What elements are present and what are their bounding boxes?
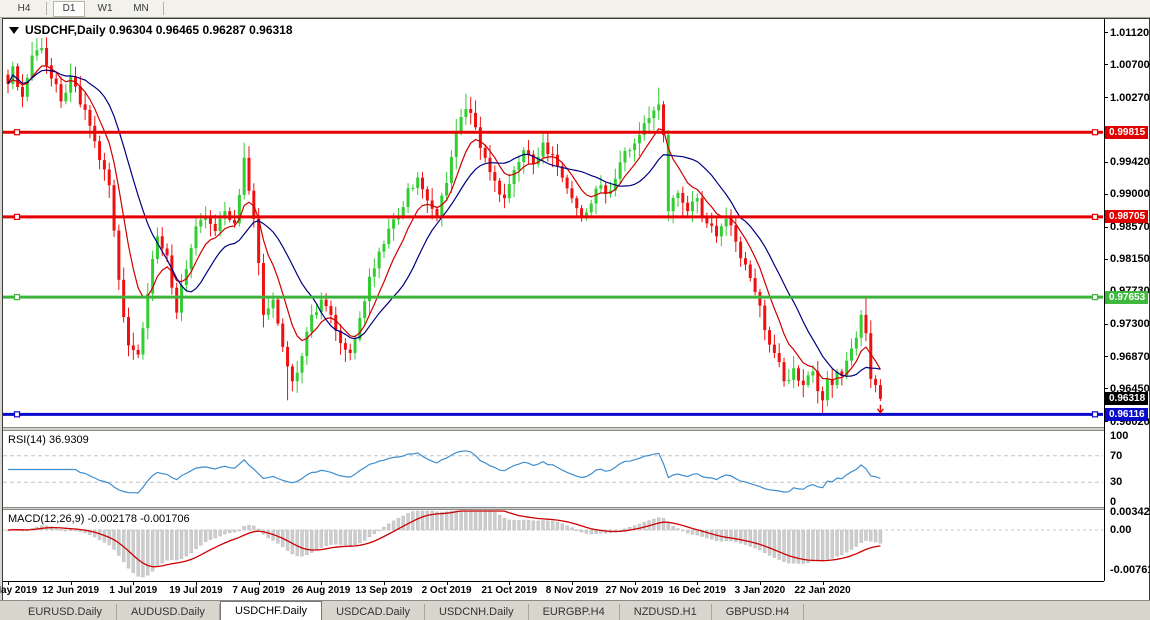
date-axis-label: 3 Jan 2020 (734, 585, 786, 596)
date-axis-label: 16 Dec 2019 (668, 585, 726, 596)
chart-tab-gbpusd-h4[interactable]: GBPUSD.H4 (712, 604, 805, 620)
toolbar-divider (163, 2, 164, 15)
price-badge-0.99815: 0.99815 (1105, 125, 1148, 139)
date-axis-tick (258, 582, 260, 585)
chart-tab-eurgbp-h4[interactable]: EURGBP.H4 (529, 604, 620, 620)
price-axis-tick (1104, 421, 1108, 423)
chart-title: USDCHF,Daily 0.96304 0.96465 0.96287 0.9… (25, 23, 293, 37)
date-axis-label: 1 Jul 2019 (109, 585, 158, 596)
chart-window: USDCHF,Daily 0.96304 0.96465 0.96287 0.9… (0, 18, 1150, 602)
price-axis-label: 0.97300 (1110, 318, 1150, 331)
date-axis-tick (509, 582, 511, 585)
price-pane[interactable] (3, 19, 1103, 427)
price-badge-0.98705: 0.98705 (1105, 210, 1148, 224)
date-axis-label: 12 Jun 2019 (42, 585, 100, 596)
price-axis-label: 0.96450 (1110, 382, 1150, 395)
timeframe-button-d1[interactable]: D1 (53, 0, 85, 17)
price-badge-0.96318: 0.96318 (1105, 392, 1148, 406)
price-axis-tick (1104, 388, 1108, 390)
macd-axis-label: 0.003428 (1110, 505, 1150, 518)
price-axis-label: 0.98570 (1110, 221, 1150, 234)
date-axis-label: 2 Oct 2019 (421, 585, 472, 596)
date-axis-tick (70, 582, 72, 585)
date-axis-label: 8 Nov 2019 (545, 585, 599, 596)
price-axis-tick (1104, 226, 1108, 228)
rsi-axis-label: 30 (1110, 476, 1123, 489)
price-axis[interactable]: 1.01120 1.00700 1.00270 0.99420 0.99000 0.985… (1104, 19, 1150, 581)
timeframe-button-h4[interactable]: H4 (17, 2, 31, 14)
date-axis-tick (822, 582, 824, 585)
timeframe-toolbar: H4 D1 W1 MN (0, 0, 1150, 18)
date-axis[interactable]: 24 May 2019 12 Jun 2019 1 Jul 2019 19 Jul 2… (0, 581, 1104, 601)
rsi-axis-label: 70 (1110, 449, 1123, 462)
price-axis-tick (1104, 32, 1108, 34)
price-badge-0.97653: 0.97653 (1105, 290, 1148, 304)
pane-splitter[interactable] (3, 507, 1149, 510)
chart-tab-nzdusd-h1[interactable]: NZDUSD.H1 (620, 604, 712, 620)
chart-title-row: USDCHF,Daily 0.96304 0.96465 0.96287 0.9… (9, 23, 293, 37)
toolbar-divider (46, 2, 47, 15)
price-axis-label: 1.01120 (1110, 26, 1150, 39)
date-axis-tick (571, 582, 573, 585)
price-axis-tick (1104, 97, 1108, 99)
date-axis-label: 7 Aug 2019 (232, 585, 285, 596)
chart-tab-usdcad-daily[interactable]: USDCAD.Daily (322, 604, 426, 620)
date-axis-label: 19 Jul 2019 (169, 585, 223, 596)
date-axis-tick (446, 582, 448, 585)
date-axis-label: 27 Nov 2019 (605, 585, 664, 596)
chart-symbol-marker-icon (9, 26, 19, 34)
date-axis-tick (133, 582, 135, 585)
macd-pane[interactable]: MACD(12,26,9) -0.002178 -0.001706 (3, 510, 1103, 581)
price-axis-tick (1104, 323, 1108, 325)
date-axis-tick (759, 582, 761, 585)
price-axis-tick (1104, 193, 1108, 195)
chart-tab-eurusd-daily[interactable]: EURUSD.Daily (14, 604, 117, 620)
chart-tab-usdcnh-daily[interactable]: USDCNH.Daily (425, 604, 529, 620)
date-axis-label: 21 Oct 2019 (481, 585, 538, 596)
macd-axis-label: 0.00 (1110, 524, 1132, 536)
price-axis-tick (1104, 64, 1108, 66)
price-axis-label: 1.00270 (1110, 91, 1150, 104)
date-axis-label: 26 Aug 2019 (292, 585, 351, 596)
rsi-axis-label: 100 (1110, 430, 1129, 442)
date-axis-tick (321, 582, 323, 585)
date-axis-tick (195, 582, 197, 585)
symbol-tabstrip: EURUSD.Daily AUDUSD.Daily USDCHF.Daily USDC… (0, 600, 1150, 620)
date-axis-tick (697, 582, 699, 585)
date-axis-label: 22 Jan 2020 (794, 585, 851, 596)
price-axis-label: 0.99420 (1110, 156, 1150, 169)
date-axis-tick (8, 582, 9, 585)
price-axis-tick (1104, 356, 1108, 358)
macd-axis-label: -0.007615 (1110, 564, 1150, 577)
date-axis-label: 13 Sep 2019 (355, 585, 413, 596)
price-axis-label: 0.99000 (1110, 188, 1150, 201)
rsi-pane[interactable]: RSI(14) 36.9309 (3, 431, 1103, 507)
price-axis-tick (1104, 258, 1108, 260)
price-axis-label: 0.96870 (1110, 350, 1150, 363)
rsi-axis-label: 0 (1110, 496, 1117, 508)
date-axis-tick (383, 582, 385, 585)
price-axis-label: 1.00700 (1110, 58, 1150, 71)
pane-splitter[interactable] (3, 427, 1149, 431)
timeframe-button-mn[interactable]: MN (133, 2, 149, 14)
rsi-label: RSI(14) 36.9309 (8, 434, 89, 446)
timeframe-button-w1[interactable]: W1 (97, 2, 113, 14)
macd-label: MACD(12,26,9) -0.002178 -0.001706 (8, 513, 190, 525)
price-badge-0.96116: 0.96116 (1105, 407, 1148, 421)
date-axis-label: 24 May 2019 (0, 585, 38, 596)
chart-tab-usdchf-daily[interactable]: USDCHF.Daily (219, 601, 323, 620)
date-axis-tick (634, 582, 636, 585)
price-axis-label: 0.98150 (1110, 253, 1150, 266)
chart-tab-audusd-daily[interactable]: AUDUSD.Daily (117, 604, 220, 620)
price-axis-tick (1104, 161, 1108, 163)
